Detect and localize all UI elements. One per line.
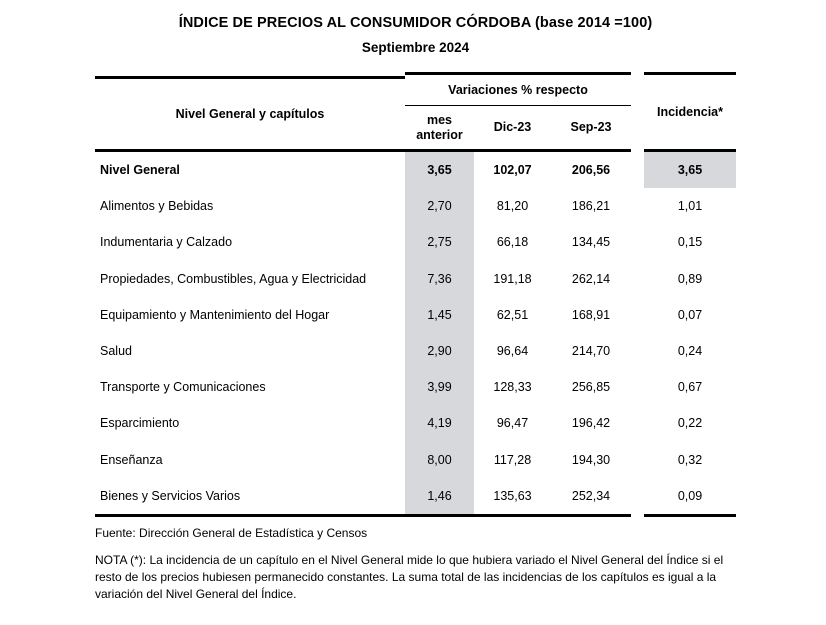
cell-sep23: 194,30 <box>571 452 611 467</box>
cell-incidencia: 1,01 <box>677 199 703 214</box>
table-row: Enseñanza 8,00 117,28 194,30 <box>95 441 631 478</box>
incidencia-row: 0,89 <box>644 261 736 297</box>
table-row: Nivel General 3,65 102,07 206,56 <box>95 152 631 189</box>
table-row: Propiedades, Combustibles, Agua y Electr… <box>95 260 631 297</box>
cell-sep23: 256,85 <box>571 380 611 395</box>
table-row: Transporte y Comunicaciones 3,99 128,33 … <box>95 369 631 406</box>
source-note: Fuente: Dirección General de Estadística… <box>95 525 368 540</box>
cell-dic23: 135,63 <box>493 488 532 503</box>
table-row: Equipamiento y Mantenimiento del Hogar 1… <box>95 296 631 333</box>
table-body: Nivel General 3,65 102,07 206,56 Aliment… <box>95 152 631 517</box>
cell-sep23: 262,14 <box>571 271 611 286</box>
cell-dic23: 81,20 <box>496 199 529 214</box>
table-header: Nivel General y capítulos Variaciones % … <box>95 72 631 152</box>
cell-dic23: 96,64 <box>496 344 529 359</box>
row-label: Enseñanza <box>100 452 163 467</box>
cell-incidencia: 3,65 <box>677 163 703 178</box>
cell-incidencia: 0,22 <box>677 416 703 431</box>
incidencia-row: 3,65 <box>644 152 736 189</box>
row-label: Esparcimiento <box>100 416 180 431</box>
cell-mes-anterior: 7,36 <box>405 260 474 297</box>
cell-incidencia: 0,24 <box>677 344 703 359</box>
cell-incidencia: 0,15 <box>677 235 703 250</box>
row-label: Alimentos y Bebidas <box>100 199 214 214</box>
cell-dic23: 66,18 <box>496 235 529 250</box>
cell-mes-anterior: 8,00 <box>405 441 474 478</box>
cell-incidencia: 0,89 <box>677 271 703 286</box>
row-label: Equipamiento y Mantenimiento del Hogar <box>100 307 330 322</box>
cell-sep23: 196,42 <box>571 416 611 431</box>
table-row: Esparcimiento 4,19 96,47 196,42 <box>95 405 631 442</box>
table-row: Indumentaria y Calzado 2,75 66,18 134,45 <box>95 224 631 261</box>
sub-column-headers: mes anterior Dic-23 Sep-23 <box>405 106 631 149</box>
cell-mes-anterior: 1,46 <box>405 477 474 514</box>
incidencia-row: 1,01 <box>644 188 736 224</box>
cell-dic23: 96,47 <box>496 416 529 431</box>
incidencia-row: 0,32 <box>644 442 736 478</box>
cell-mes-anterior: 2,75 <box>405 224 474 261</box>
report-page: ÍNDICE DE PRECIOS AL CONSUMIDOR CÓRDOBA … <box>95 0 736 603</box>
row-label: Bienes y Servicios Varios <box>100 488 241 503</box>
cell-incidencia: 0,07 <box>677 307 703 322</box>
cell-mes-anterior: 2,70 <box>405 188 474 225</box>
incidencia-row: 0,22 <box>644 405 736 441</box>
table-row: Alimentos y Bebidas 2,70 81,20 186,21 <box>95 188 631 225</box>
cell-sep23: 214,70 <box>571 344 611 359</box>
column-header-dic23: Dic-23 <box>493 120 532 134</box>
column-gap <box>631 72 644 517</box>
top-rule-right <box>405 72 631 75</box>
column-group-header-variaciones: Variaciones % respecto <box>405 75 631 106</box>
incidencia-row: 0,24 <box>644 333 736 369</box>
table-row: Bienes y Servicios Varios 1,46 135,63 25… <box>95 477 631 514</box>
cell-mes-anterior: 3,99 <box>405 369 474 406</box>
cell-incidencia: 0,32 <box>677 452 703 467</box>
column-header-mes-anterior: mes anterior <box>416 112 463 142</box>
incidencia-row: 0,15 <box>644 224 736 260</box>
cell-mes-anterior: 1,45 <box>405 296 474 333</box>
cell-mes-anterior: 3,65 <box>405 152 474 189</box>
row-label: Nivel General <box>100 163 180 178</box>
cell-dic23: 117,28 <box>493 452 532 467</box>
cpi-table: Nivel General y capítulos Variaciones % … <box>95 72 736 517</box>
main-table-block: Nivel General y capítulos Variaciones % … <box>95 72 631 517</box>
column-header-sep23: Sep-23 <box>570 120 612 134</box>
row-label: Indumentaria y Calzado <box>100 235 233 250</box>
incidencia-column-block: Incidencia* 3,65 1,01 0,15 0,89 0,07 0,2… <box>644 72 736 517</box>
incidencia-row: 0,09 <box>644 478 736 514</box>
page-subtitle: Septiembre 2024 <box>361 40 470 55</box>
row-label: Salud <box>100 344 132 359</box>
cell-dic23: 128,33 <box>493 380 532 395</box>
cell-sep23: 186,21 <box>571 199 611 214</box>
cell-dic23: 102,07 <box>493 163 532 178</box>
cell-dic23: 62,51 <box>496 307 529 322</box>
cell-incidencia: 0,09 <box>677 488 703 503</box>
row-label: Transporte y Comunicaciones <box>100 380 266 395</box>
cell-sep23: 168,91 <box>571 307 611 322</box>
row-label: Propiedades, Combustibles, Agua y Electr… <box>100 271 367 286</box>
cell-mes-anterior: 4,19 <box>405 405 474 442</box>
page-title: ÍNDICE DE PRECIOS AL CONSUMIDOR CÓRDOBA … <box>178 15 653 31</box>
column-header-chapters: Nivel General y capítulos <box>175 107 325 121</box>
cell-sep23: 252,34 <box>571 488 611 503</box>
incidencia-column-body: 3,65 1,01 0,15 0,89 0,07 0,24 0,67 0,22 … <box>644 152 736 517</box>
column-header-incidencia: Incidencia* <box>644 72 736 152</box>
footnote: NOTA (*): La incidencia de un capítulo e… <box>95 552 724 601</box>
top-rule-left <box>95 76 405 79</box>
incidencia-row: 0,07 <box>644 297 736 333</box>
table-row: Salud 2,90 96,64 214,70 <box>95 332 631 370</box>
cell-incidencia: 0,67 <box>677 380 703 395</box>
cell-sep23: 206,56 <box>571 163 611 178</box>
cell-dic23: 191,18 <box>493 271 532 286</box>
cell-sep23: 134,45 <box>571 235 611 250</box>
incidencia-row: 0,67 <box>644 369 736 405</box>
cell-mes-anterior: 2,90 <box>405 332 474 370</box>
